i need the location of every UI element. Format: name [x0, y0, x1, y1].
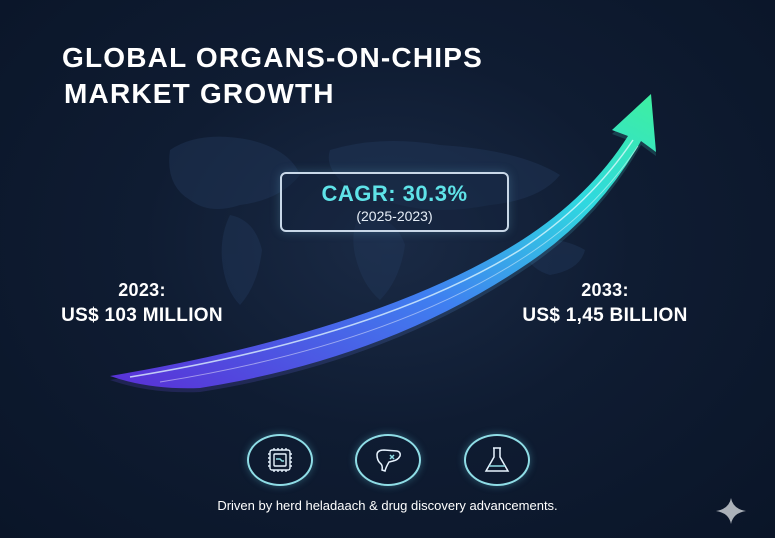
- title-line-1: GLOBAL ORGANS-ON-CHIPS: [62, 42, 483, 73]
- title-line-2: MARKET GROWTH: [64, 78, 335, 109]
- organ-icon: [376, 449, 401, 472]
- microchip-icon: [268, 448, 292, 472]
- microchip-icon-badge: [247, 434, 313, 486]
- page-title: GLOBAL ORGANS-ON-CHIPS MARKET GROWTH: [62, 40, 483, 112]
- flask-icon-badge: [464, 434, 530, 486]
- end-stat: 2033: US$ 1,45 BILLION: [512, 280, 698, 327]
- organ-icon-badge: [355, 434, 421, 486]
- end-year: 2033:: [581, 280, 629, 300]
- cagr-range: (2025-2023): [356, 208, 433, 224]
- start-year: 2023:: [118, 280, 166, 300]
- cagr-box: CAGR: 30.3% (2025-2023): [280, 172, 509, 232]
- start-value: US$ 103 MILLION: [61, 305, 223, 326]
- footer-text: Driven by herd heladaach & drug discover…: [217, 498, 558, 513]
- end-value: US$ 1,45 BILLION: [522, 305, 688, 326]
- sparkle-icon: [716, 498, 746, 524]
- cagr-label: CAGR: 30.3%: [321, 181, 468, 206]
- flask-icon: [484, 447, 510, 472]
- start-stat: 2023: US$ 103 MILLION: [50, 280, 234, 327]
